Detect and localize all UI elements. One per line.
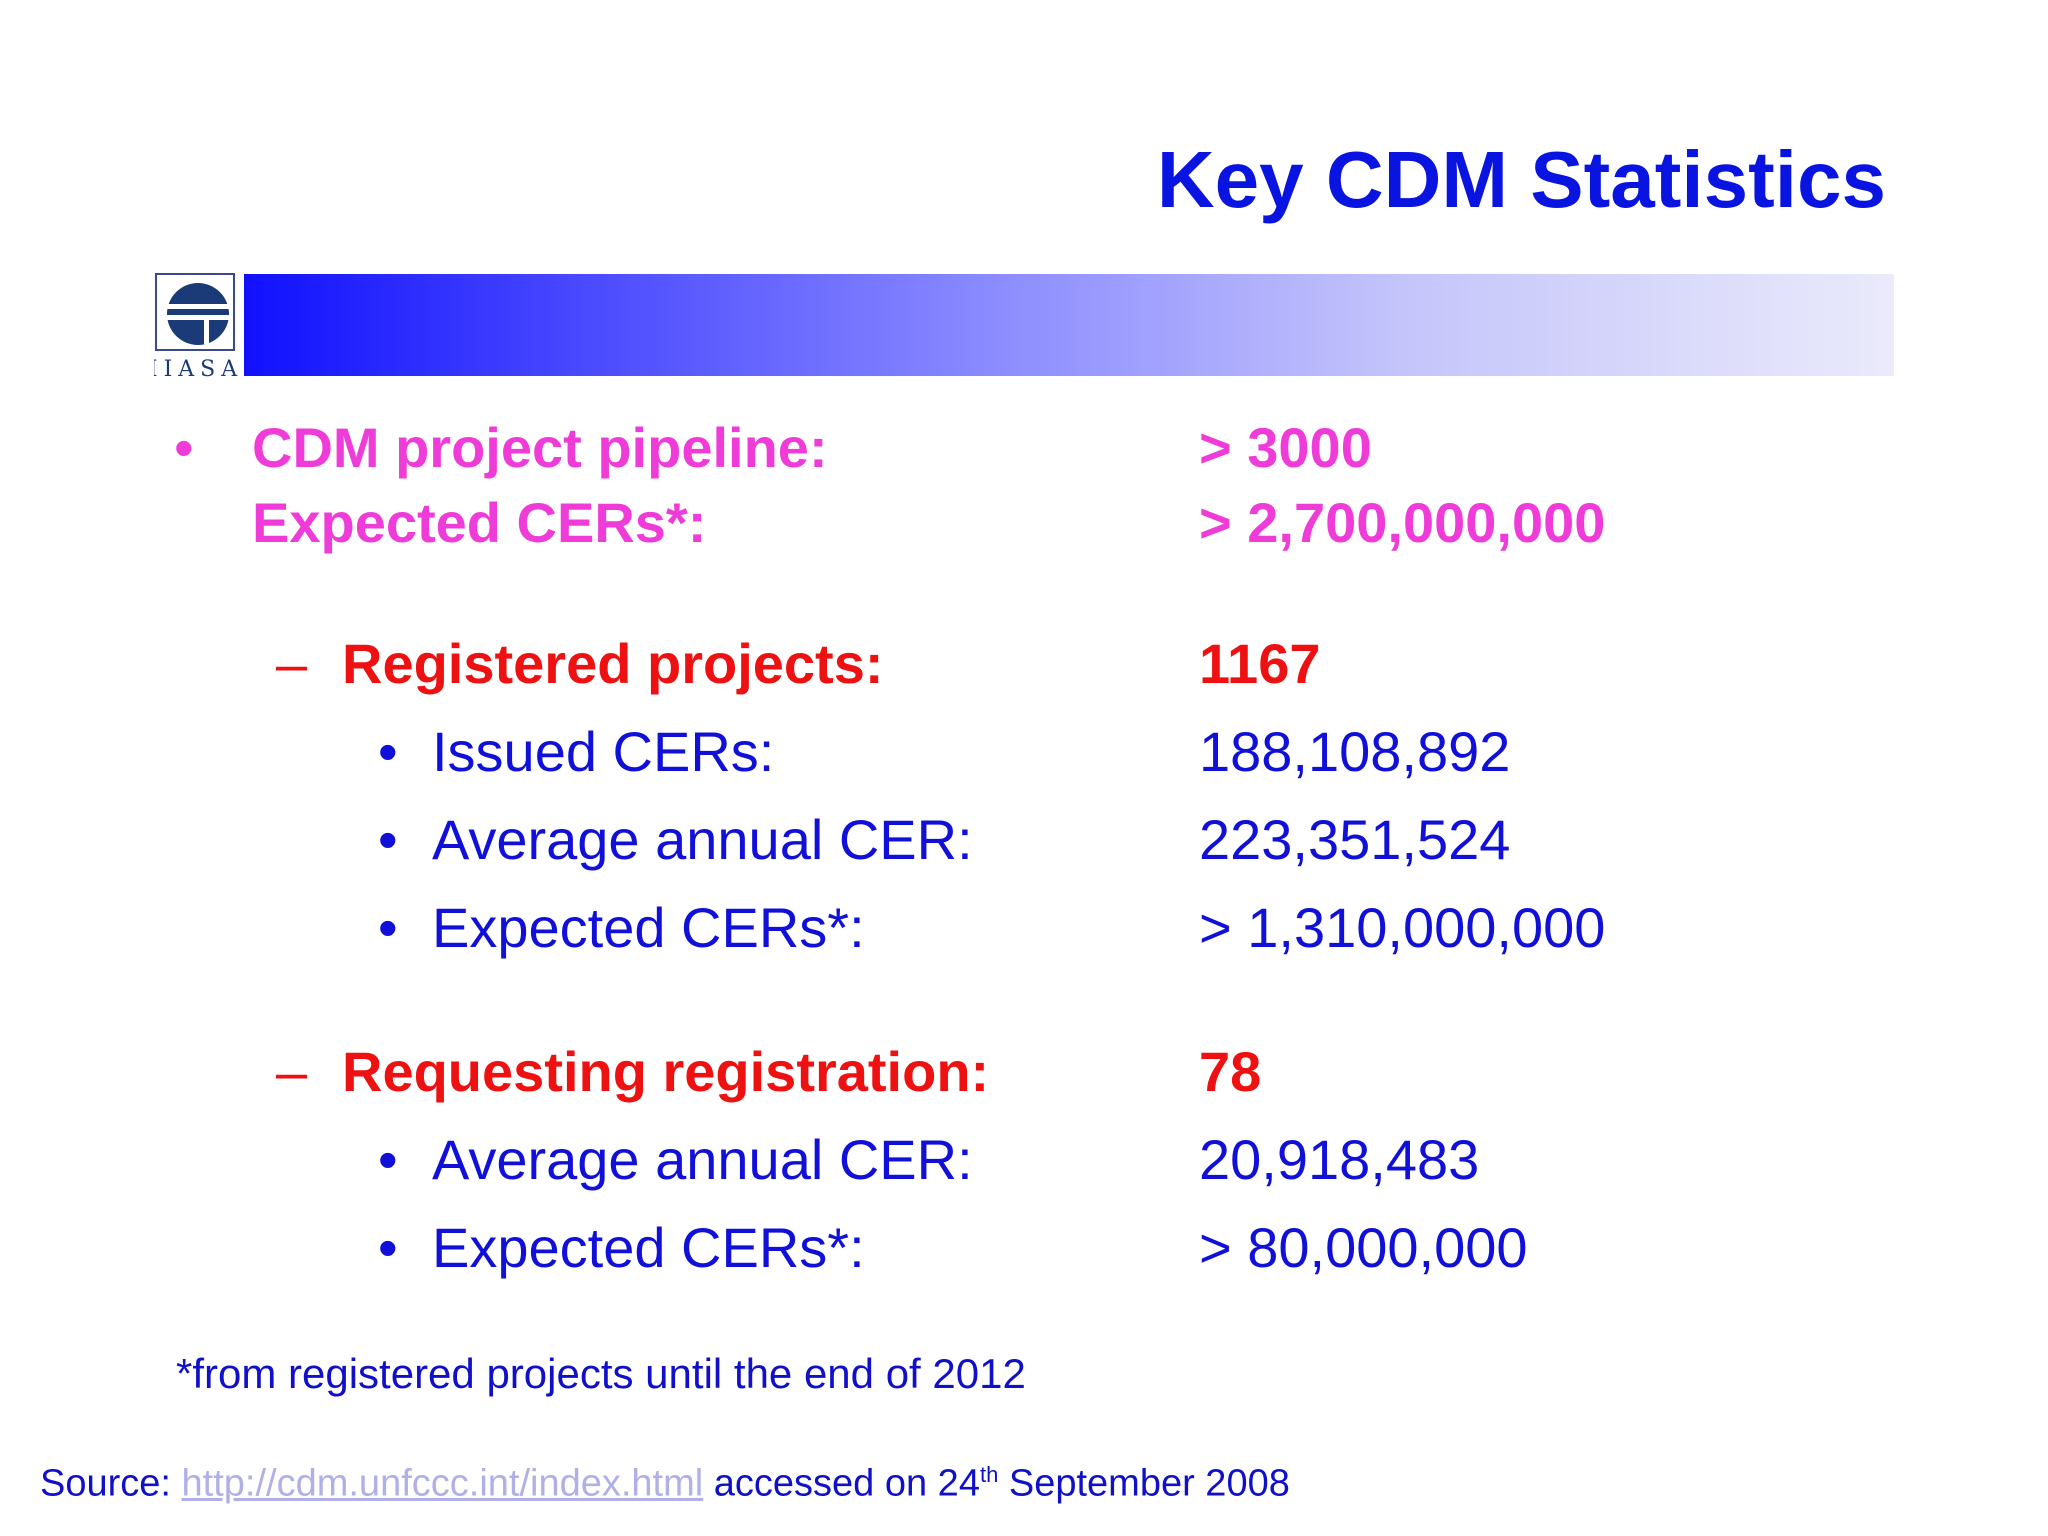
bullet-icon: •: [174, 416, 194, 479]
registered-label: Registered projects:: [342, 632, 884, 695]
expected-total-value: > 2,700,000,000: [1199, 491, 1606, 554]
expected-total-label: Expected CERs*:: [252, 491, 707, 554]
requesting-label: Requesting registration:: [342, 1040, 990, 1103]
dash-icon: –: [276, 632, 308, 695]
requesting-average-annual-cer-label: Average annual CER:: [432, 1128, 973, 1191]
source-date-suffix: September 2008: [998, 1462, 1290, 1505]
issued-cers-label: Issued CERs:: [432, 720, 775, 783]
source-line: Source: http://cdm.unfccc.int/index.html…: [40, 1462, 1290, 1506]
source-date: accessed on 24: [703, 1462, 980, 1505]
logo-text: IIASA: [154, 357, 238, 382]
bullet-icon: •: [378, 1128, 398, 1191]
source-date-sup: th: [979, 1462, 999, 1487]
footnote: *from registered projects until the end …: [176, 1350, 1026, 1397]
source-prefix: Source:: [40, 1462, 182, 1505]
expected-cers-label: Expected CERs*:: [432, 896, 865, 959]
title-gradient-band: [244, 274, 1894, 376]
registered-value: 1167: [1199, 632, 1321, 695]
slide-title: Key CDM Statistics: [1156, 135, 1886, 224]
requesting-average-annual-cer-value: 20,918,483: [1199, 1128, 1480, 1191]
iiasa-logo: IIASA: [154, 273, 238, 382]
requesting-expected-cers-value: > 80,000,000: [1199, 1216, 1528, 1279]
average-annual-cer-value: 223,351,524: [1199, 808, 1511, 871]
issued-cers-value: 188,108,892: [1199, 720, 1511, 783]
pipeline-label: CDM project pipeline:: [252, 416, 828, 479]
average-annual-cer-label: Average annual CER:: [432, 808, 973, 871]
bullet-icon: •: [378, 808, 398, 871]
bullet-icon: •: [378, 896, 398, 959]
bullet-icon: •: [378, 1216, 398, 1279]
dash-icon: –: [276, 1040, 308, 1103]
source-link[interactable]: http://cdm.unfccc.int/index.html: [181, 1462, 704, 1505]
expected-cers-value: > 1,310,000,000: [1199, 896, 1606, 959]
requesting-value: 78: [1199, 1040, 1262, 1103]
requesting-expected-cers-label: Expected CERs*:: [432, 1216, 865, 1279]
bullet-icon: •: [378, 720, 398, 783]
pipeline-value: > 3000: [1199, 416, 1372, 479]
